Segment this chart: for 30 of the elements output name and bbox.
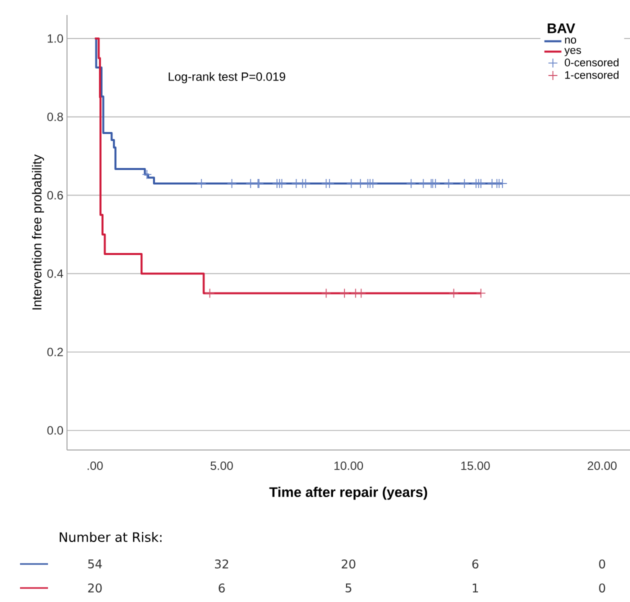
text: 20 [88,583,102,593]
x-tick-label: 5.00 [210,462,233,470]
legend-label: 1-censored [565,70,618,79]
y-axis-title: Intervention free probability [32,154,44,310]
text: 6 [472,559,478,569]
text: 5 [346,584,352,592]
y-tick-label: 0.0 [47,426,64,435]
y-tick-label: 0.8 [47,112,63,122]
text: 0 [599,583,606,593]
x-tick-label: 15.00 [461,462,490,470]
x-tick-label: 20.00 [588,462,617,470]
x-tick-label: .00 [88,462,103,470]
text: Number at Risk: [60,532,162,542]
y-tick-label: 0.6 [47,191,63,200]
text: 0 [599,559,606,569]
text: 32 [215,559,228,569]
text: 6 [218,583,225,593]
legend-label: yes [564,48,582,56]
text: 20 [342,559,356,569]
legend-label: 0-censored [564,58,618,66]
y-tick-label: 0.2 [47,348,63,356]
text: 1 [472,584,478,592]
y-tick-label: 0.4 [47,269,64,278]
x-axis-title: Time after repair (years) [269,486,428,500]
annotation: Log-rank test P=0.019 [168,72,286,84]
x-tick-label: 10.00 [334,462,363,470]
legend-label: no [565,38,576,44]
text: 54 [88,560,102,568]
legend-title: BAV [548,24,576,34]
y-tick-label: 1.0 [48,34,64,43]
